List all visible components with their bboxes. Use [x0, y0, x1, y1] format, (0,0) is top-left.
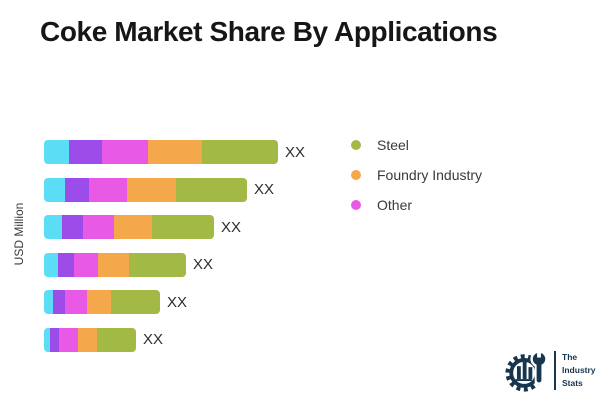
bar-segment-steel: [152, 215, 214, 239]
legend-label: Foundry Industry: [377, 167, 483, 183]
stacked-bar-chart: XX XX XX XX XX XX: [44, 140, 305, 352]
legend-dot-icon: [351, 170, 361, 180]
bar-value-label: XX: [167, 293, 188, 311]
bar-segment-foundry-industry: [127, 177, 176, 202]
bar-row: XX: [44, 215, 305, 239]
stacked-bar: [44, 290, 160, 314]
stacked-bar: [44, 327, 136, 352]
bar-segment-other: [74, 252, 98, 277]
bar-segment: [44, 140, 69, 164]
bar-segment: [58, 252, 74, 277]
legend-item: Steel: [351, 130, 482, 160]
stacked-bar: [44, 177, 247, 202]
bar-segment-foundry-industry: [114, 215, 152, 239]
bar-segment-steel: [202, 140, 278, 164]
bar-segment: [44, 290, 53, 314]
legend-label: Steel: [377, 137, 409, 153]
bar-segment: [62, 215, 83, 239]
bar-row: XX: [44, 140, 305, 164]
brand-name-line-3: Stats: [562, 377, 583, 388]
bar-segment-other: [83, 215, 114, 239]
bar-segment-steel: [97, 327, 136, 352]
bar-value-label: XX: [193, 256, 214, 273]
gear-wrench-logo-icon: [505, 349, 548, 392]
bar-value-label: XX: [221, 218, 242, 236]
brand-name-line-1: The: [562, 351, 578, 362]
brand-logo: The Industry Stats: [505, 346, 596, 394]
y-axis-label: USD Million: [12, 202, 26, 266]
bar-row: XX: [44, 327, 305, 352]
legend-dot-icon: [351, 200, 361, 210]
bar-segment-steel: [111, 290, 160, 314]
bar-segment: [69, 140, 102, 164]
bar-segment-foundry-industry: [148, 140, 202, 164]
legend-label: Other: [377, 197, 413, 213]
legend: Steel Foundry Industry Other: [351, 130, 482, 220]
bar-segment-foundry-industry: [78, 327, 97, 352]
bar-value-label: XX: [143, 331, 164, 348]
bar-segment: [44, 327, 50, 352]
brand-name: The Industry Stats: [554, 350, 596, 390]
bar-segment: [50, 327, 59, 352]
stacked-bar: [44, 215, 214, 239]
bar-segment-steel: [129, 252, 186, 277]
bar-segment: [44, 252, 58, 277]
stacked-bar: [44, 252, 186, 277]
bar-segment-other: [59, 327, 78, 352]
bar-segment: [44, 215, 62, 239]
bar-segment-foundry-industry: [87, 290, 111, 314]
bar-row: XX: [44, 177, 305, 202]
bar-segment: [44, 177, 65, 202]
brand-name-line-2: Industry: [562, 364, 596, 375]
bar-segment-steel: [176, 177, 247, 202]
bar-segment-foundry-industry: [98, 252, 129, 277]
legend-dot-icon: [351, 140, 361, 150]
bar-segment-other: [102, 140, 148, 164]
bar-row: XX: [44, 290, 305, 314]
legend-item: Other: [351, 190, 482, 220]
bar-value-label: XX: [285, 143, 306, 161]
bar-segment-other: [65, 290, 87, 314]
bar-segment-other: [89, 177, 127, 202]
stacked-bar: [44, 140, 278, 164]
bar-value-label: XX: [254, 181, 275, 198]
bar-segment: [65, 177, 89, 202]
chart-title: Coke Market Share By Applications: [40, 16, 498, 47]
bar-segment: [53, 290, 65, 314]
bar-row: XX: [44, 252, 305, 277]
legend-item: Foundry Industry: [351, 160, 482, 190]
